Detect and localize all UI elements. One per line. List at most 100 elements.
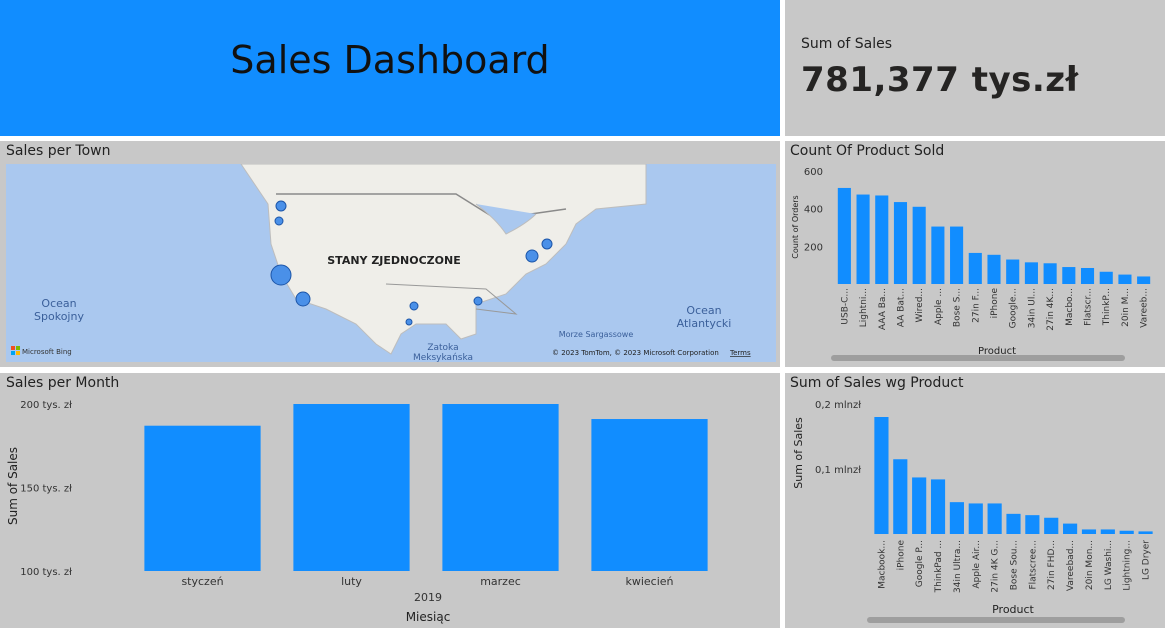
- product-count-bar[interactable]: [1043, 263, 1057, 284]
- x-tick-label: kwiecień: [625, 575, 673, 588]
- product-count-bar[interactable]: [875, 195, 889, 284]
- x-tick-label: Apple ...: [934, 288, 944, 325]
- ocean-atlantic-label-2: Atlantycki: [677, 317, 732, 330]
- map-svg[interactable]: STANY ZJEDNOCZONE Ocean Spokojny Ocean A…: [6, 164, 776, 362]
- city-bubble[interactable]: [541, 238, 553, 250]
- y-tick-label: 0,2 mlnzł: [815, 400, 861, 411]
- x-tick-label: ThinkPad ...: [934, 540, 944, 593]
- product-sales-bar[interactable]: [1081, 529, 1097, 534]
- product-sales-bar[interactable]: [1006, 513, 1021, 534]
- x-tick-label: Google P...: [915, 540, 925, 587]
- map-canvas[interactable]: STANY ZJEDNOCZONE Ocean Spokojny Ocean A…: [6, 164, 776, 362]
- sales-month-chart[interactable]: 100 tys. zł 150 tys. zł 200 tys. zł styczeń…: [0, 373, 780, 628]
- x-tick-label: LG Washi...: [1104, 540, 1114, 590]
- product-sales-bar[interactable]: [912, 477, 927, 534]
- month-sales-bar[interactable]: [442, 404, 559, 571]
- sales-product-title: Sum of Sales wg Product: [790, 375, 964, 391]
- city-bubble[interactable]: [274, 216, 284, 226]
- country-label: STANY ZJEDNOCZONE: [327, 254, 460, 267]
- kpi-value: 781,377 tys.zł: [801, 60, 1079, 100]
- product-sales-bar[interactable]: [1063, 523, 1078, 534]
- sales-month-visual[interactable]: Sales per Month 100 tys. zł 150 tys. zł 20…: [0, 373, 780, 628]
- product-count-bar[interactable]: [1118, 274, 1132, 284]
- product-count-bar[interactable]: [1024, 262, 1038, 284]
- y-axis-label: Count of Orders: [791, 195, 800, 258]
- x-tick-label: AAA Ba...: [878, 288, 888, 330]
- y-tick-label: 150 tys. zł: [20, 484, 72, 495]
- scrollbar[interactable]: [831, 355, 1125, 361]
- title-tile: Sales Dashboard: [0, 0, 780, 136]
- x-tick-label: Apple Air...: [972, 540, 982, 589]
- x-tick-label: iPhone: [896, 540, 906, 571]
- city-bubble[interactable]: [270, 264, 292, 286]
- count-product-visual[interactable]: Count Of Product Sold 200 400 600 USB-C... L…: [785, 141, 1165, 367]
- product-sales-bar[interactable]: [949, 502, 964, 534]
- product-count-bar[interactable]: [968, 252, 982, 284]
- product-count-bar[interactable]: [837, 187, 851, 284]
- map-copyright: © 2023 TomTom, © 2023 Microsoft Corporat…: [552, 349, 719, 357]
- product-sales-bar[interactable]: [1025, 515, 1040, 534]
- city-bubble[interactable]: [405, 318, 413, 326]
- bing-label: Microsoft Bing: [22, 348, 72, 356]
- x-axis-label: Product: [978, 346, 1016, 357]
- product-sales-bar[interactable]: [874, 417, 889, 534]
- sales-product-visual[interactable]: Sum of Sales wg Product 0,1 mlnzł 0,2 mln…: [785, 373, 1165, 628]
- product-sales-bar[interactable]: [1138, 531, 1153, 534]
- x-tick-label: iPhone: [990, 288, 1000, 319]
- y-tick-label: 400: [804, 205, 823, 216]
- gulf-label-1: Zatoka: [427, 343, 458, 353]
- sargasso-label: Morze Sargassowe: [559, 330, 634, 339]
- city-bubble[interactable]: [295, 291, 311, 307]
- x-axis-label: Miesiąc: [406, 610, 451, 624]
- x-tick-label: Vareeb...: [1140, 288, 1150, 328]
- x-tick-label: 27in F...: [971, 288, 981, 323]
- scrollbar[interactable]: [867, 617, 1125, 623]
- product-count-bar[interactable]: [856, 194, 870, 284]
- x-axis-label: Product: [992, 603, 1034, 616]
- ocean-pacific-label-1: Ocean: [41, 297, 76, 310]
- product-sales-bar[interactable]: [968, 503, 983, 534]
- city-bubble[interactable]: [275, 200, 287, 212]
- product-sales-bar[interactable]: [1100, 529, 1115, 534]
- kpi-label: Sum of Sales: [801, 36, 893, 52]
- product-count-bar[interactable]: [931, 226, 945, 284]
- x-tick-label: styczeń: [181, 575, 223, 588]
- month-sales-bar[interactable]: [591, 419, 708, 571]
- product-count-bar[interactable]: [1137, 276, 1151, 284]
- product-sales-bar[interactable]: [1119, 530, 1134, 534]
- product-sales-bar[interactable]: [893, 459, 908, 534]
- city-bubble[interactable]: [525, 249, 539, 263]
- x-tick-label: 27in 4K G...: [991, 540, 1001, 593]
- product-sales-bar[interactable]: [987, 503, 1002, 534]
- month-sales-bar[interactable]: [144, 425, 261, 571]
- city-bubble[interactable]: [409, 301, 419, 311]
- sales-month-title: Sales per Month: [6, 375, 120, 391]
- y-tick-label: 600: [804, 167, 823, 178]
- x-tick-label: Lightni...: [859, 288, 869, 327]
- us-mexico-border: [385, 283, 518, 315]
- map-visual[interactable]: Sales per Town STANY ZJEDNOCZONE Ocean S…: [0, 141, 780, 367]
- month-sales-bar[interactable]: [293, 404, 410, 571]
- x-tick-label: Bose Sou...: [1010, 540, 1020, 590]
- product-count-bar[interactable]: [912, 206, 926, 284]
- product-count-bar[interactable]: [893, 202, 908, 284]
- city-bubble[interactable]: [473, 296, 483, 306]
- x-tick-label: Google...: [1009, 288, 1019, 328]
- product-sales-bar[interactable]: [1044, 517, 1059, 534]
- product-count-bar[interactable]: [1006, 259, 1020, 284]
- kpi-card[interactable]: Sum of Sales 781,377 tys.zł: [785, 0, 1165, 136]
- count-product-chart[interactable]: 200 400 600 USB-C... Lightni... AAA Ba... AA B…: [785, 141, 1165, 367]
- microsoft-bing-logo: Microsoft Bing: [11, 346, 72, 356]
- product-count-bar[interactable]: [1062, 267, 1076, 284]
- map-terms-link[interactable]: Terms: [729, 349, 751, 357]
- x-tick-label: luty: [341, 575, 362, 588]
- gulf-label-2: Meksykańska: [413, 353, 473, 362]
- sales-product-chart[interactable]: 0,1 mlnzł 0,2 mlnzł Macbook... iPhone Google…: [785, 373, 1165, 628]
- ocean-pacific-label-2: Spokojny: [34, 310, 84, 323]
- dashboard-title: Sales Dashboard: [230, 38, 550, 82]
- product-sales-bar[interactable]: [930, 479, 946, 534]
- product-count-bar[interactable]: [950, 226, 964, 284]
- product-count-bar[interactable]: [1080, 267, 1095, 284]
- product-count-bar[interactable]: [1099, 271, 1113, 284]
- product-count-bar[interactable]: [987, 254, 1001, 284]
